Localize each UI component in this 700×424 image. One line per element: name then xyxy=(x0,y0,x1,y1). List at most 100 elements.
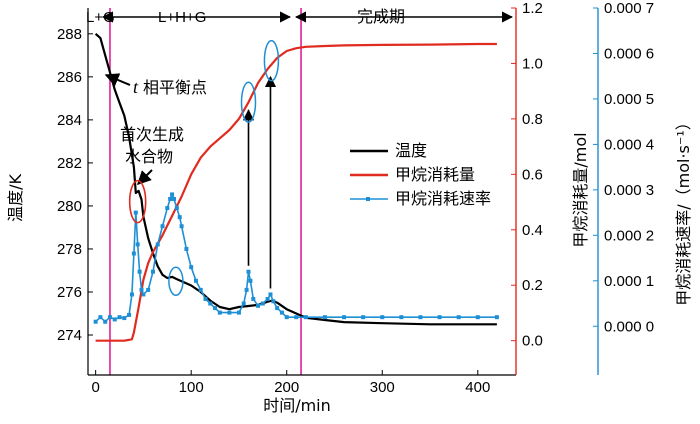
y-right1-tick-label-0: 0.0 xyxy=(522,333,543,350)
highlight-ellipse-first-hydrate xyxy=(128,179,147,224)
hydrate-label-2: 水合物 xyxy=(125,147,173,166)
rate-point-41 xyxy=(256,303,261,308)
rate-point-27 xyxy=(189,265,194,270)
y-right2-tick-label-7: 0.000 7 xyxy=(604,0,654,17)
y-right1-tick-label-5: 1.0 xyxy=(522,55,543,72)
rate-point-29 xyxy=(198,287,203,292)
rate-point-4 xyxy=(112,317,117,322)
rate-point-12 xyxy=(137,269,142,274)
y-right1-tick-label-3: 0.6 xyxy=(522,166,543,183)
y-left-tick-label-4: 282 xyxy=(57,155,82,172)
rate-point-56 xyxy=(418,315,423,320)
y-right2-tick-label-2: 0.000 2 xyxy=(604,227,654,244)
rate-point-10 xyxy=(133,210,138,215)
rate-point-36 xyxy=(241,301,246,306)
rate-point-15 xyxy=(146,287,151,292)
rate-point-50 xyxy=(303,315,308,320)
rate-point-60 xyxy=(494,315,499,320)
rate-point-22 xyxy=(171,196,176,201)
y-left-tick-label-3: 280 xyxy=(57,198,82,215)
x-axis-label: 时间/min xyxy=(263,396,331,415)
rate-point-58 xyxy=(456,315,461,320)
y-right2-tick-label-4: 0.000 4 xyxy=(604,136,654,153)
y-left-tick-label-1: 276 xyxy=(57,284,82,301)
rate-point-44 xyxy=(268,292,273,297)
y-left-tick-label-2: 278 xyxy=(57,241,82,258)
rate-point-28 xyxy=(193,278,198,283)
rate-point-2 xyxy=(103,319,108,324)
rate-point-21 xyxy=(170,192,175,197)
rate-point-53 xyxy=(361,315,366,320)
y-right2-tick-label-5: 0.000 5 xyxy=(604,91,654,108)
y-right2-tick-label-6: 0.000 6 xyxy=(604,45,654,62)
y-right1-tick-label-6: 1.2 xyxy=(522,0,543,17)
rate-point-11 xyxy=(135,242,140,247)
rate-point-59 xyxy=(475,315,480,320)
legend-rate-label: 甲烷消耗速率 xyxy=(395,189,491,208)
rate-point-17 xyxy=(155,242,160,247)
y-right2-tick-label-0: 0.000 0 xyxy=(604,318,654,335)
rate-point-24 xyxy=(177,215,182,220)
rate-point-23 xyxy=(174,206,179,211)
x-tick-label-0: 0 xyxy=(91,379,99,396)
rate-point-6 xyxy=(122,316,127,321)
rate-point-33 xyxy=(217,310,222,315)
rate-point-7 xyxy=(127,312,132,317)
y-left-tick-label-5: 284 xyxy=(57,112,82,129)
rate-point-26 xyxy=(184,246,189,251)
temperature-line xyxy=(94,32,497,326)
rate-point-35 xyxy=(236,310,241,315)
rate-point-34 xyxy=(227,310,232,315)
y-right2-tick-label-1: 0.000 1 xyxy=(604,273,654,290)
rate-point-47 xyxy=(279,310,284,315)
y-left-tick-label-6: 286 xyxy=(57,69,82,86)
rate-point-13 xyxy=(139,287,144,292)
highlight-ellipse-3 xyxy=(263,39,280,82)
rate-point-40 xyxy=(251,296,256,301)
rate-point-42 xyxy=(260,301,265,306)
rate-point-43 xyxy=(265,296,270,301)
rate-point-3 xyxy=(107,315,112,320)
rate-point-18 xyxy=(160,224,165,229)
y-right1-tick-label-2: 0.4 xyxy=(522,222,543,239)
rate-point-25 xyxy=(179,224,184,229)
hydrate-label-1: 首次生成 xyxy=(120,125,184,144)
rate-point-19 xyxy=(165,206,170,211)
x-tick-label-2: 200 xyxy=(274,379,299,396)
rate-point-38 xyxy=(246,269,251,274)
rate-point-51 xyxy=(322,315,327,320)
x-tick-label-3: 300 xyxy=(370,379,395,396)
rate-point-57 xyxy=(437,315,442,320)
rate-point-49 xyxy=(294,315,299,320)
legend-consumption-label: 甲烷消耗量 xyxy=(395,165,475,184)
rate-point-1 xyxy=(98,315,103,320)
highlight-ellipse-1 xyxy=(168,266,184,296)
equilibrium-label: 相平衡点 xyxy=(143,78,207,97)
rate-point-5 xyxy=(117,315,122,320)
rate-point-54 xyxy=(380,315,385,320)
rate-point-39 xyxy=(248,278,253,283)
x-tick-label-4: 400 xyxy=(465,379,490,396)
rate-point-46 xyxy=(275,306,280,311)
rate-point-9 xyxy=(131,251,136,256)
rate-point-37 xyxy=(244,287,249,292)
rate-point-0 xyxy=(93,319,98,324)
rate-point-14 xyxy=(141,292,146,297)
rate-point-31 xyxy=(208,301,213,306)
y-right1-tick-label-4: 0.8 xyxy=(522,111,543,128)
rate-point-20 xyxy=(168,196,173,201)
y-left-axis-label: 温度/K xyxy=(6,174,25,222)
rate-point-48 xyxy=(284,315,289,320)
rate-point-55 xyxy=(399,315,404,320)
rate-line xyxy=(95,193,497,323)
y-left-tick-label-0: 274 xyxy=(57,327,82,344)
rate-point-52 xyxy=(342,315,347,320)
y-left-tick-label-7: 288 xyxy=(57,26,82,43)
highlight-ellipse-2 xyxy=(240,81,257,124)
x-tick-label-1: 100 xyxy=(179,379,204,396)
y-right1-tick-label-1: 0.2 xyxy=(522,277,543,294)
rate-point-30 xyxy=(203,296,208,301)
y-right1-axis-label: 甲烷消耗量/mol xyxy=(571,132,590,247)
legend-rate-marker xyxy=(366,197,370,201)
